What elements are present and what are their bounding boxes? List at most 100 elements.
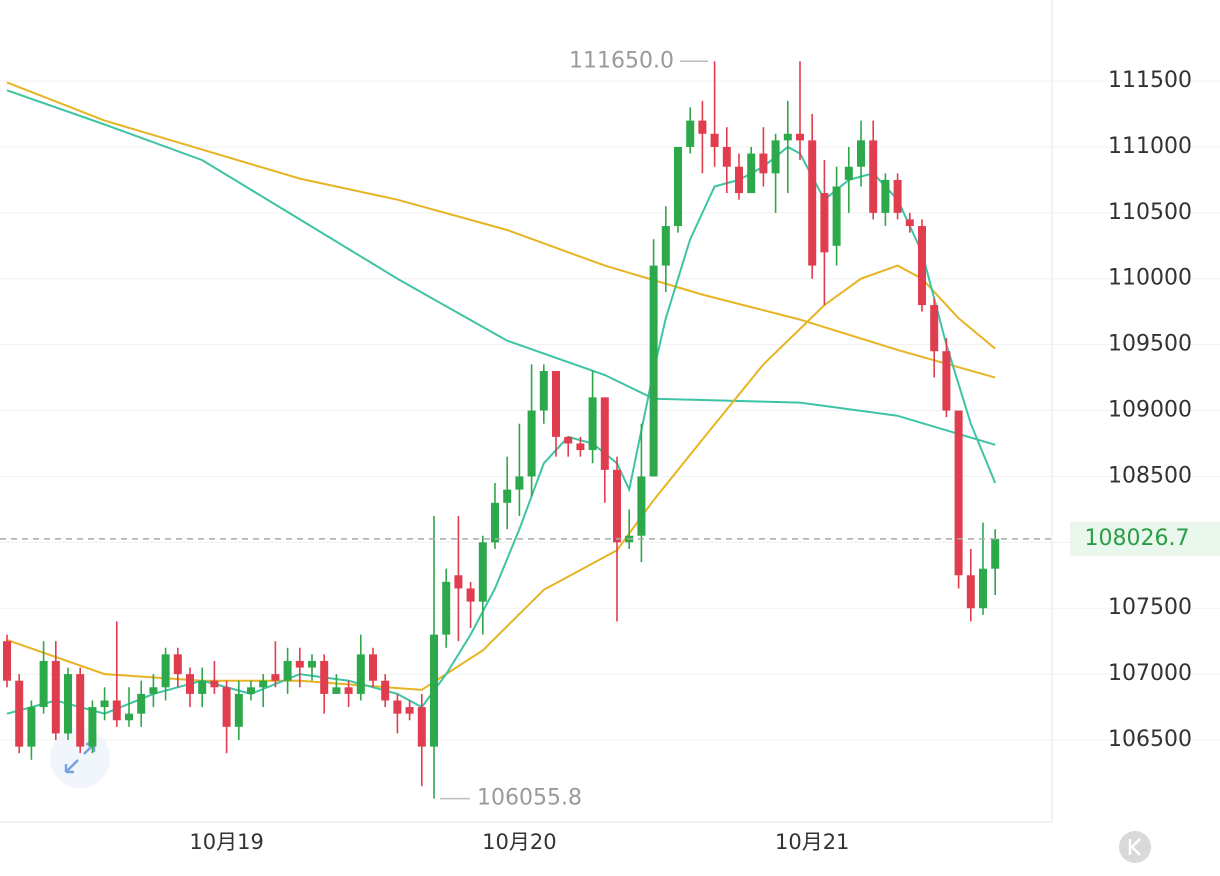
x-tick-label: 10月21 — [775, 830, 849, 854]
y-tick-label: 111500 — [1108, 68, 1192, 93]
candle-body — [234, 693, 243, 727]
candle-body — [3, 641, 11, 681]
candle-body — [369, 654, 377, 681]
candle-body — [393, 700, 402, 714]
candle-body — [527, 410, 536, 477]
candle-body — [576, 443, 585, 451]
candle-body — [88, 707, 97, 747]
candle-body — [857, 140, 865, 167]
last-price-bg — [1070, 521, 1220, 556]
candle-body — [613, 469, 621, 543]
candle-body — [39, 660, 48, 708]
candle-body — [51, 660, 60, 734]
candle-body — [283, 660, 292, 681]
candle-body — [722, 146, 731, 167]
candle-body — [698, 120, 707, 134]
moving-average — [6, 81, 996, 379]
candle-body — [259, 680, 268, 688]
y-tick-label: 111000 — [1108, 134, 1192, 159]
candle-body — [222, 687, 231, 727]
candle-body — [442, 581, 451, 635]
y-tick-label: 110000 — [1108, 266, 1192, 291]
candle-body — [515, 476, 524, 490]
candle-body — [893, 179, 902, 213]
candle-body — [832, 186, 841, 246]
candle-body — [161, 654, 170, 688]
x-tick-label: 10月20 — [482, 830, 556, 854]
candle-body — [966, 575, 975, 609]
candle-body — [600, 397, 609, 470]
candle-body — [430, 634, 438, 747]
candle-body — [869, 140, 878, 213]
high-annotation: 111650.0 — [569, 48, 674, 73]
candle-body — [381, 680, 390, 701]
candle-body — [759, 153, 768, 174]
candle-body — [344, 687, 353, 694]
candle-body — [149, 687, 158, 694]
candle-body — [76, 674, 85, 747]
candle-body — [942, 351, 951, 411]
moving-average — [6, 264, 996, 691]
candle-body — [649, 265, 658, 477]
candle-body — [979, 568, 987, 609]
candle-body — [27, 707, 36, 747]
candle-body — [491, 502, 499, 543]
candle-body — [173, 654, 182, 675]
candle-body — [125, 713, 133, 721]
candle-body — [186, 674, 194, 694]
candle-body — [405, 707, 414, 714]
candle-body — [564, 436, 573, 444]
candle-body — [466, 588, 475, 602]
candle-body — [198, 680, 207, 694]
candle-body — [295, 660, 304, 668]
zoom-icon[interactable] — [64, 742, 96, 774]
low-annotation: 106055.8 — [477, 786, 582, 811]
candle-body — [320, 660, 329, 694]
candle-body — [796, 133, 804, 141]
candle-body — [539, 371, 548, 411]
candle-body — [503, 489, 512, 503]
candle-body — [552, 371, 560, 437]
candle-body — [15, 680, 24, 747]
kline-button-icon — [1128, 838, 1141, 856]
candle-body — [308, 660, 316, 668]
y-tick-label: 108500 — [1108, 463, 1192, 488]
kline-button[interactable] — [1119, 831, 1151, 863]
candle-body — [247, 687, 255, 694]
candle-body — [783, 133, 792, 141]
candle-body — [686, 120, 695, 147]
candle-body — [991, 538, 1000, 569]
candle-body — [954, 410, 963, 576]
candle-body — [747, 153, 756, 194]
y-tick-label: 110500 — [1108, 200, 1192, 225]
candle-body — [661, 226, 670, 266]
candle-body — [588, 397, 597, 451]
candle-body — [771, 140, 780, 174]
candle-body — [637, 476, 646, 536]
moving-average — [6, 89, 996, 446]
candle-body — [271, 674, 280, 681]
candle-body — [735, 166, 743, 194]
candle-body — [478, 542, 487, 602]
candle-body — [905, 219, 914, 227]
y-tick-label: 109000 — [1108, 398, 1192, 423]
candle-body — [881, 179, 890, 213]
y-tick-label: 109500 — [1108, 332, 1192, 357]
last-price-label: 108026.7 — [1085, 526, 1190, 551]
y-tick-label: 106500 — [1108, 727, 1192, 752]
candle-body — [844, 166, 853, 180]
candle-body — [417, 707, 426, 747]
candle-body — [137, 693, 146, 714]
candle-body — [918, 226, 926, 306]
candle-body — [808, 140, 817, 266]
candle-body — [710, 133, 719, 147]
candle-body — [64, 674, 72, 734]
candle-body — [930, 305, 939, 352]
y-tick-label: 107500 — [1108, 595, 1192, 620]
candle-body — [820, 193, 829, 253]
candle-body — [112, 700, 121, 721]
candle-body — [332, 687, 341, 694]
moving-average — [6, 145, 997, 715]
